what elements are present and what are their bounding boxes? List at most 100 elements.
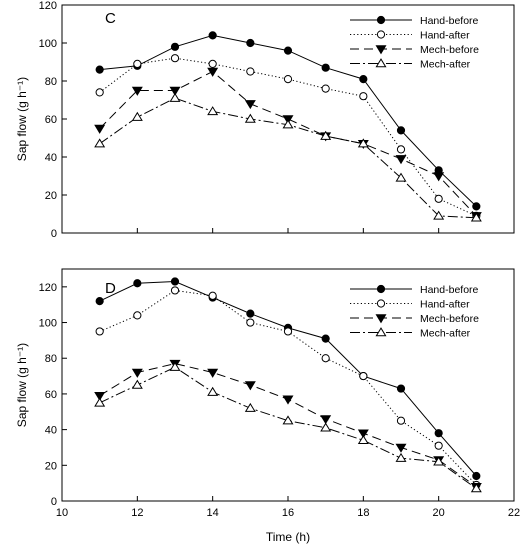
data-point bbox=[472, 471, 481, 481]
data-point bbox=[169, 86, 181, 96]
data-point bbox=[433, 172, 445, 182]
y-tick-label: 120 bbox=[39, 282, 57, 294]
legend-label: Mech-after bbox=[420, 328, 471, 340]
data-point bbox=[246, 67, 255, 76]
data-point bbox=[169, 361, 181, 371]
data-point bbox=[396, 126, 406, 135]
data-point bbox=[282, 395, 294, 405]
y-tick-label: 60 bbox=[45, 389, 57, 401]
data-point bbox=[434, 194, 443, 203]
data-point bbox=[359, 75, 368, 84]
panel-letter: C bbox=[105, 10, 116, 27]
y-tick-label: 0 bbox=[51, 496, 57, 508]
data-point bbox=[208, 291, 217, 300]
series-line bbox=[99, 57, 477, 217]
data-point bbox=[357, 138, 369, 148]
data-point bbox=[283, 75, 293, 84]
data-point bbox=[321, 354, 330, 363]
data-point bbox=[244, 113, 256, 123]
y-tick-label: 40 bbox=[45, 425, 57, 437]
data-point bbox=[169, 92, 181, 102]
data-point bbox=[131, 111, 143, 121]
data-point bbox=[207, 386, 219, 396]
data-point bbox=[246, 38, 255, 48]
y-tick-label: 100 bbox=[39, 318, 57, 330]
legend-swatch-marker bbox=[375, 314, 387, 324]
data-point bbox=[170, 277, 180, 286]
series-mech-before bbox=[94, 67, 482, 222]
data-point bbox=[207, 106, 219, 116]
y-tick-label: 40 bbox=[45, 152, 57, 164]
data-point bbox=[133, 311, 142, 320]
y-tick-label: 0 bbox=[51, 228, 57, 240]
data-point bbox=[434, 441, 443, 450]
data-point bbox=[283, 327, 293, 336]
data-point bbox=[470, 212, 482, 222]
legend-swatch-marker bbox=[376, 284, 386, 294]
legend-swatch-marker bbox=[375, 45, 387, 55]
data-point bbox=[320, 130, 332, 140]
y-tick-label: 20 bbox=[45, 190, 57, 202]
series-line bbox=[99, 366, 477, 489]
data-point bbox=[395, 155, 407, 165]
data-point bbox=[395, 443, 407, 453]
data-point bbox=[320, 422, 332, 432]
series-mech-after bbox=[94, 361, 482, 493]
y-axis-title: Sap flow (g h⁻¹) bbox=[15, 77, 29, 161]
legend-swatch-marker bbox=[376, 299, 386, 308]
data-point bbox=[133, 279, 142, 288]
series-hand-before bbox=[95, 31, 481, 211]
legend-label: Hand-after bbox=[420, 299, 470, 311]
data-point bbox=[94, 124, 106, 134]
chart-panel-d: 0 20 40 60 80 100 120 10 12 14 16 18 20 22 Sap flow (g… bbox=[15, 268, 520, 544]
data-point bbox=[170, 42, 180, 51]
legend-swatch-marker bbox=[375, 327, 387, 337]
data-point bbox=[170, 286, 180, 295]
data-point bbox=[396, 416, 406, 425]
legend-label: Hand-before bbox=[420, 284, 479, 296]
data-point bbox=[321, 334, 330, 343]
data-point bbox=[131, 379, 143, 389]
data-point bbox=[95, 88, 104, 97]
y-tick-label: 60 bbox=[45, 114, 57, 126]
data-point bbox=[359, 371, 368, 381]
data-point bbox=[395, 452, 407, 462]
legend: Hand-before Hand-after Mech-before Mech-aft… bbox=[350, 284, 479, 340]
data-point bbox=[131, 368, 143, 378]
data-point bbox=[95, 65, 104, 74]
data-point bbox=[94, 397, 106, 407]
data-point bbox=[320, 415, 332, 425]
data-point bbox=[94, 138, 106, 148]
legend: Hand-before Hand-after Mech-before Mech-aft… bbox=[350, 15, 479, 71]
data-point bbox=[433, 210, 445, 220]
legend-label: Hand-before bbox=[420, 15, 479, 27]
data-point bbox=[283, 46, 293, 55]
y-tick-label: 100 bbox=[39, 38, 57, 50]
chart-panel-c: 0 20 40 60 80 100 120 Sap flow (g h⁻¹) C Hand-bef… bbox=[15, 0, 515, 240]
y-tick-label: 20 bbox=[45, 460, 57, 472]
data-point bbox=[170, 54, 180, 63]
panel-letter: D bbox=[105, 280, 116, 297]
series-mech-after bbox=[94, 92, 482, 222]
data-point bbox=[396, 145, 406, 154]
data-point bbox=[282, 415, 294, 425]
x-tick-label: 20 bbox=[433, 507, 445, 519]
series-mech-before bbox=[94, 359, 482, 493]
x-tick-label: 14 bbox=[207, 507, 219, 519]
x-tick-label: 16 bbox=[282, 507, 294, 519]
legend-swatch-marker bbox=[376, 30, 386, 39]
data-point bbox=[357, 429, 369, 439]
data-point bbox=[321, 63, 330, 72]
series-line bbox=[99, 280, 477, 477]
data-point bbox=[95, 297, 104, 306]
data-point bbox=[208, 59, 217, 69]
data-point bbox=[396, 384, 406, 393]
data-point bbox=[282, 119, 294, 129]
data-point bbox=[131, 86, 143, 96]
y-tick-label: 120 bbox=[39, 0, 57, 12]
x-tick-label: 10 bbox=[56, 507, 68, 519]
data-point bbox=[207, 67, 219, 77]
data-point bbox=[321, 84, 330, 93]
data-point bbox=[207, 368, 219, 378]
